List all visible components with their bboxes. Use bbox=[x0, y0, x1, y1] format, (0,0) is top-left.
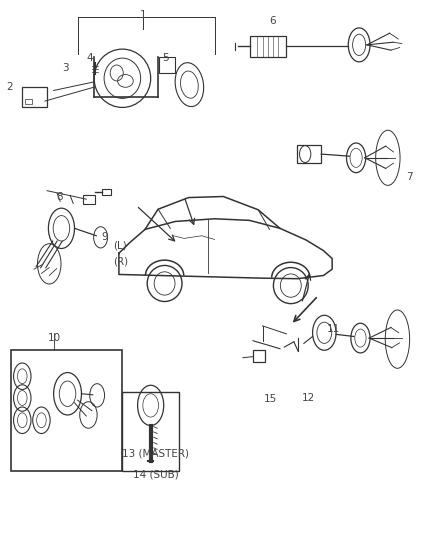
Text: 12: 12 bbox=[302, 393, 315, 403]
Bar bbox=[122, 392, 179, 471]
Text: 2: 2 bbox=[6, 82, 13, 92]
Text: 1: 1 bbox=[140, 10, 146, 20]
Bar bbox=[11, 350, 122, 471]
Text: 9: 9 bbox=[101, 232, 108, 243]
Text: 3: 3 bbox=[62, 63, 69, 72]
Text: 15: 15 bbox=[264, 394, 277, 404]
Text: 4: 4 bbox=[86, 53, 92, 63]
Text: 13 (MASTER): 13 (MASTER) bbox=[122, 448, 189, 458]
Text: 14 (SUB): 14 (SUB) bbox=[133, 470, 179, 479]
Bar bbox=[297, 144, 321, 163]
Bar bbox=[22, 87, 47, 108]
Text: 7: 7 bbox=[406, 172, 413, 182]
Text: 11: 11 bbox=[327, 324, 340, 334]
Text: 6: 6 bbox=[270, 16, 276, 26]
Text: (R): (R) bbox=[113, 256, 128, 266]
Bar bbox=[102, 189, 111, 196]
Text: 5: 5 bbox=[162, 53, 169, 63]
Bar bbox=[253, 350, 265, 362]
Text: (L): (L) bbox=[113, 240, 127, 251]
Bar bbox=[25, 99, 32, 104]
Bar bbox=[251, 36, 286, 57]
Text: 8: 8 bbox=[56, 191, 63, 201]
Bar bbox=[83, 196, 95, 204]
Bar bbox=[159, 57, 176, 73]
Text: 10: 10 bbox=[48, 333, 61, 343]
